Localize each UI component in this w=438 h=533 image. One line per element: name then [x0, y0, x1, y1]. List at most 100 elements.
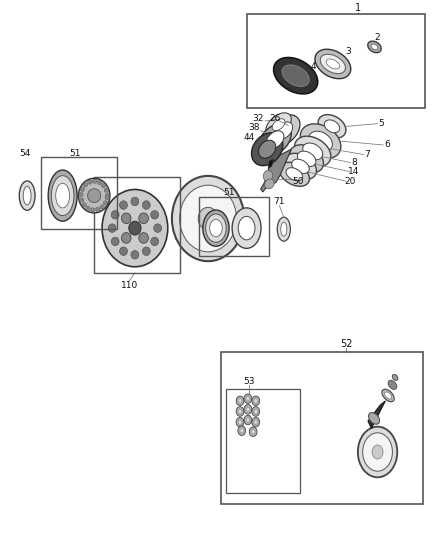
Ellipse shape [102, 183, 106, 188]
Text: 8: 8 [351, 158, 357, 167]
Ellipse shape [258, 140, 276, 158]
Text: 51: 51 [223, 189, 234, 197]
Ellipse shape [111, 237, 119, 246]
Ellipse shape [142, 247, 150, 255]
Circle shape [238, 399, 242, 403]
Text: 5: 5 [378, 119, 384, 128]
Circle shape [252, 396, 260, 406]
Text: 51: 51 [70, 149, 81, 158]
Circle shape [254, 399, 258, 403]
Ellipse shape [120, 247, 127, 255]
Ellipse shape [100, 205, 104, 209]
Ellipse shape [79, 198, 84, 202]
Text: 32: 32 [253, 114, 264, 123]
Text: 71: 71 [274, 197, 285, 206]
Ellipse shape [232, 208, 261, 248]
Ellipse shape [268, 115, 300, 146]
Ellipse shape [303, 143, 323, 160]
Text: 2: 2 [375, 33, 380, 42]
Circle shape [244, 415, 252, 425]
Ellipse shape [292, 159, 309, 173]
Circle shape [238, 409, 242, 414]
Polygon shape [268, 159, 274, 168]
Circle shape [249, 427, 257, 437]
Ellipse shape [129, 221, 141, 235]
Text: 38: 38 [248, 124, 260, 132]
Ellipse shape [388, 380, 397, 390]
Ellipse shape [91, 208, 95, 212]
Ellipse shape [92, 179, 97, 183]
Polygon shape [261, 149, 291, 192]
Circle shape [240, 429, 244, 433]
Text: 44: 44 [244, 133, 255, 142]
Ellipse shape [142, 201, 150, 209]
Ellipse shape [290, 145, 323, 173]
Ellipse shape [320, 54, 346, 74]
Circle shape [254, 420, 258, 424]
Ellipse shape [78, 178, 110, 213]
Bar [94, 177, 180, 273]
Ellipse shape [198, 207, 218, 230]
Ellipse shape [95, 207, 100, 212]
Ellipse shape [277, 217, 290, 241]
Ellipse shape [371, 44, 378, 50]
Circle shape [252, 407, 260, 416]
Ellipse shape [151, 237, 159, 246]
Ellipse shape [19, 181, 35, 211]
Text: 52: 52 [340, 339, 352, 349]
Ellipse shape [309, 131, 332, 151]
Ellipse shape [82, 203, 86, 207]
Ellipse shape [105, 193, 110, 198]
Circle shape [246, 407, 250, 411]
Circle shape [246, 418, 250, 422]
Ellipse shape [282, 65, 309, 86]
Ellipse shape [88, 189, 101, 203]
Circle shape [244, 394, 252, 403]
Ellipse shape [79, 192, 83, 197]
Ellipse shape [56, 183, 70, 208]
Ellipse shape [108, 224, 116, 232]
Ellipse shape [382, 389, 394, 402]
Text: 14: 14 [348, 167, 360, 176]
Polygon shape [368, 401, 385, 429]
Ellipse shape [154, 224, 162, 232]
Text: 6: 6 [385, 141, 391, 149]
Ellipse shape [105, 196, 110, 200]
Ellipse shape [151, 211, 159, 219]
Ellipse shape [285, 154, 316, 179]
Text: 4: 4 [311, 62, 316, 71]
Ellipse shape [274, 58, 318, 94]
Ellipse shape [51, 176, 74, 215]
Text: 26: 26 [269, 114, 281, 123]
Ellipse shape [120, 201, 127, 209]
Ellipse shape [259, 124, 291, 156]
Bar [41, 157, 117, 229]
Bar [226, 389, 300, 493]
Text: 53: 53 [243, 377, 254, 385]
Circle shape [254, 409, 258, 414]
Ellipse shape [358, 426, 397, 478]
Text: 110: 110 [120, 281, 138, 289]
Circle shape [238, 420, 242, 424]
Ellipse shape [206, 214, 226, 243]
Bar [247, 14, 425, 108]
Circle shape [236, 417, 244, 427]
Ellipse shape [139, 213, 148, 224]
Ellipse shape [23, 187, 31, 205]
Text: 54: 54 [20, 149, 31, 158]
Ellipse shape [272, 119, 285, 131]
Ellipse shape [103, 201, 108, 205]
Ellipse shape [251, 133, 283, 166]
Ellipse shape [266, 131, 284, 149]
Text: 3: 3 [345, 47, 351, 55]
Ellipse shape [281, 222, 287, 236]
Text: 20: 20 [345, 177, 356, 185]
Ellipse shape [372, 445, 383, 459]
Ellipse shape [83, 183, 88, 187]
Ellipse shape [88, 180, 92, 184]
Ellipse shape [131, 251, 139, 259]
Circle shape [252, 417, 260, 427]
Ellipse shape [286, 168, 303, 181]
Ellipse shape [326, 59, 339, 69]
Circle shape [236, 407, 244, 416]
